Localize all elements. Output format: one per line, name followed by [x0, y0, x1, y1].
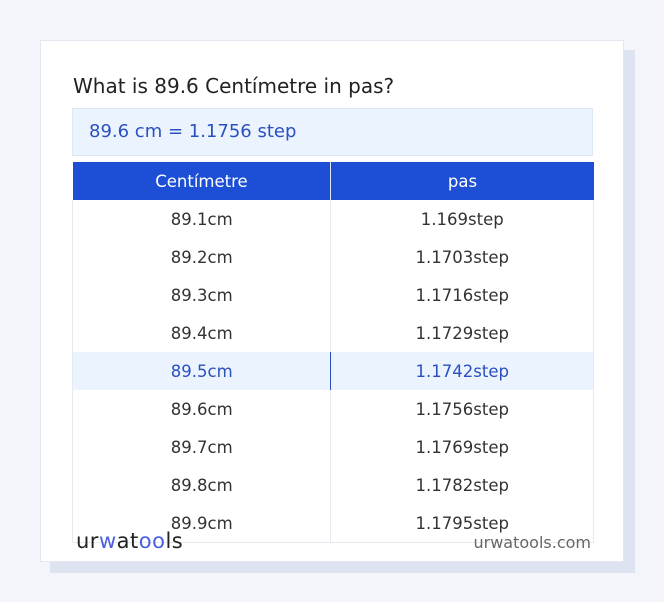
page-title: What is 89.6 Centímetre in pas? — [73, 74, 395, 98]
table-row: 89.2cm 1.1703step — [71, 238, 594, 276]
urwatools-logo[interactable]: urwatools — [76, 529, 184, 553]
table-row: 89.3cm 1.1716step — [71, 276, 594, 314]
centimetre-cell: 89.2cm — [71, 238, 332, 276]
table-row: 89.7cm 1.1769step — [71, 428, 594, 466]
table-row: 89.1cm 1.169step — [71, 200, 594, 238]
site-link[interactable]: urwatools.com — [473, 533, 592, 552]
header-pas: pas — [330, 162, 594, 200]
centimetre-cell: 89.7cm — [71, 428, 332, 466]
table-row: 89.5cm 1.1742step — [71, 352, 594, 390]
centimetre-cell: 89.4cm — [71, 314, 332, 352]
table-row: 89.8cm 1.1782step — [71, 466, 594, 504]
centimetre-cell: 89.1cm — [71, 200, 332, 238]
table-row: 89.4cm 1.1729step — [71, 314, 594, 352]
table-row: 89.9cm 1.1795step — [71, 504, 594, 543]
pas-cell: 1.1769step — [330, 428, 594, 466]
pas-cell: 1.1716step — [330, 276, 594, 314]
header-centimetre: Centímetre — [72, 162, 332, 200]
table-row: 89.6cm 1.1756step — [71, 390, 594, 428]
pas-cell: 1.1729step — [330, 314, 594, 352]
pas-cell: 1.169step — [330, 200, 594, 238]
centimetre-cell: 89.3cm — [71, 276, 332, 314]
centimetre-cell: 89.6cm — [71, 390, 332, 428]
centimetre-cell: 89.5cm — [71, 352, 332, 390]
pas-cell: 1.1782step — [330, 466, 594, 504]
conversion-result: 89.6 cm = 1.1756 step — [72, 108, 593, 156]
pas-cell: 1.1703step — [330, 238, 594, 276]
pas-cell: 1.1756step — [330, 390, 594, 428]
centimetre-cell: 89.9cm — [71, 504, 332, 543]
centimetre-cell: 89.8cm — [71, 466, 332, 504]
pas-cell: 1.1795step — [330, 504, 594, 543]
pas-cell: 1.1742step — [330, 352, 594, 390]
conversion-table: Centímetre pas 89.1cm 1.169step 89.2cm 1.17… — [71, 162, 594, 543]
converter-card: What is 89.6 Centímetre in pas? 89.6 cm … — [40, 40, 624, 562]
table-header: Centímetre pas — [72, 162, 594, 200]
